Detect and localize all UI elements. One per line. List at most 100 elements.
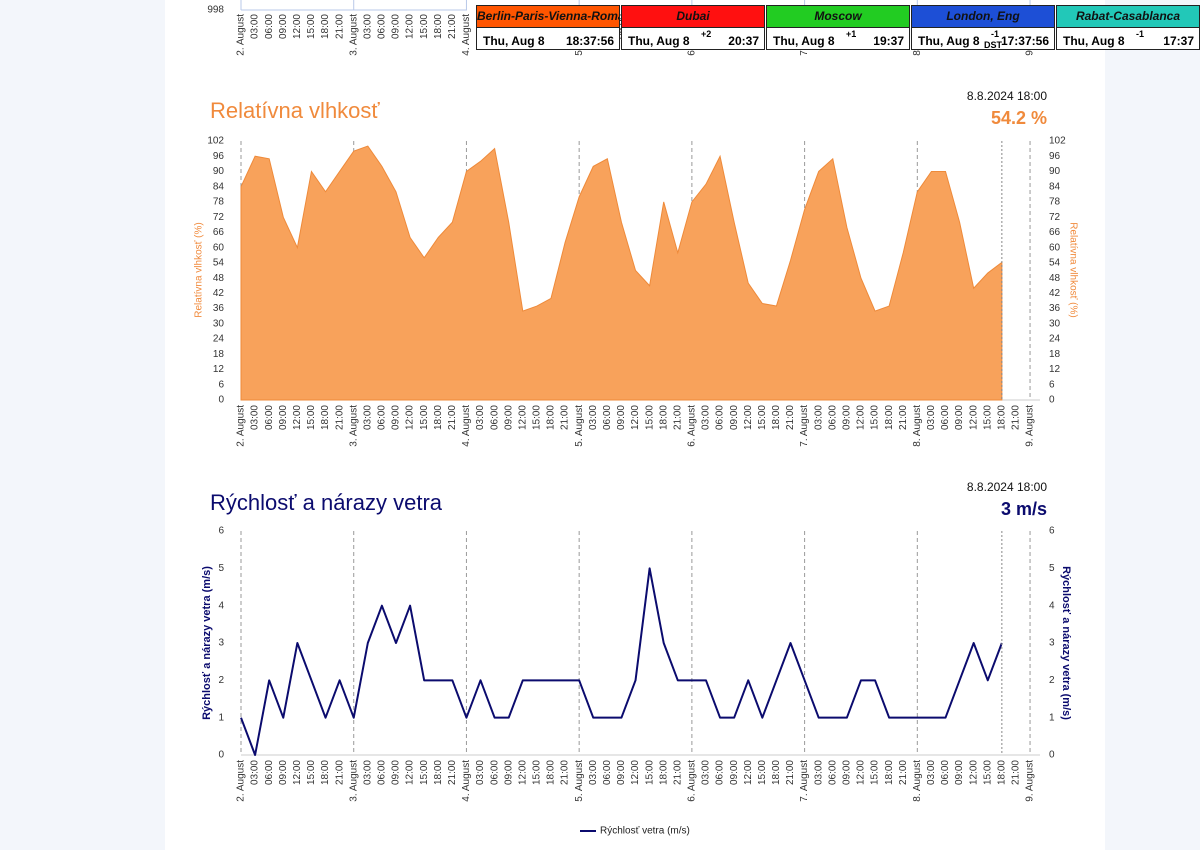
x-tick-label: 09:00 xyxy=(503,405,514,430)
clock-time: 18:37:56 xyxy=(565,34,614,48)
clock-date: Thu, Aug 8 xyxy=(628,34,690,48)
clock-time: 20:37 xyxy=(728,34,759,48)
x-tick-label: 2. August xyxy=(236,760,247,802)
clock-offset: -1 xyxy=(991,29,1000,39)
y-axis-title: Rýchlosť a nárazy vetra (m/s) xyxy=(201,566,213,720)
x-tick-label: 06:00 xyxy=(602,405,613,430)
y-tick-label: 12 xyxy=(213,364,225,375)
x-tick-label: 9. August xyxy=(1025,405,1036,447)
x-tick-label: 03:00 xyxy=(701,760,712,785)
x-tick-label: 12:00 xyxy=(405,14,416,39)
x-tick-label: 15:00 xyxy=(306,14,317,39)
x-tick-label: 18:00 xyxy=(884,760,895,785)
x-tick-label: 09:00 xyxy=(954,405,965,430)
clock-city: Dubai xyxy=(622,6,764,28)
x-tick-label: 06:00 xyxy=(827,405,838,430)
y-tick-label: 96 xyxy=(213,151,225,162)
x-tick-label: 21:00 xyxy=(447,760,458,785)
y-tick-label-right: 84 xyxy=(1049,181,1061,192)
x-tick-label: 15:00 xyxy=(982,760,993,785)
y-tick-label: 0 xyxy=(218,750,224,761)
y-tick-label: 90 xyxy=(213,166,225,177)
x-tick-label: 18:00 xyxy=(546,405,557,430)
y-tick-label: 48 xyxy=(213,273,225,284)
y-tick-label-right: 6 xyxy=(1049,526,1055,537)
clock-time: 17:37 xyxy=(1163,34,1194,48)
x-tick-label: 12:00 xyxy=(292,405,303,430)
clock-date: Thu, Aug 8 xyxy=(483,34,545,48)
x-tick-label: 15:00 xyxy=(532,405,543,430)
x-tick-label: 03:00 xyxy=(926,760,937,785)
x-tick-label: 03:00 xyxy=(362,405,373,430)
x-tick-label: 3. August xyxy=(348,760,359,802)
y-tick-label-right: 72 xyxy=(1049,212,1061,223)
x-tick-label: 21:00 xyxy=(334,14,345,39)
x-tick-label: 03:00 xyxy=(250,760,261,785)
y-tick-label: 72 xyxy=(213,212,225,223)
x-tick-label: 21:00 xyxy=(785,760,796,785)
x-tick-label: 2. August xyxy=(236,405,247,447)
y-tick-label: 24 xyxy=(213,334,225,345)
x-tick-label: 06:00 xyxy=(489,760,500,785)
clock-time: 19:37 xyxy=(873,34,904,48)
y-tick-label-right: 36 xyxy=(1049,303,1061,314)
clock-city: Rabat-Casablanca xyxy=(1057,6,1199,28)
legend-label: Rýchlosť vetra (m/s) xyxy=(600,826,690,837)
y-tick-label-right: 6 xyxy=(1049,379,1055,390)
clock-offset: +2 xyxy=(701,29,712,39)
x-tick-label: 7. August xyxy=(799,760,810,802)
x-tick-label: 15:00 xyxy=(306,405,317,430)
x-tick-label: 06:00 xyxy=(264,14,275,39)
x-tick-label: 03:00 xyxy=(588,405,599,430)
x-tick-label: 06:00 xyxy=(489,405,500,430)
y-axis-title: Relatívna vlhkosť (%) xyxy=(194,222,205,317)
x-tick-label: 18:00 xyxy=(997,760,1008,785)
y-tick-label: 6 xyxy=(218,379,224,390)
x-tick-label: 15:00 xyxy=(532,760,543,785)
x-tick-label: 12:00 xyxy=(630,405,641,430)
y-axis-title-right: Relatívna vlhkosť (%) xyxy=(1067,222,1078,317)
y-tick-label: 66 xyxy=(213,227,225,238)
y-tick-label: 30 xyxy=(213,318,225,329)
x-tick-label: 06:00 xyxy=(377,760,388,785)
y-tick-label: 1 xyxy=(218,712,224,723)
x-tick-label: 09:00 xyxy=(616,405,627,430)
x-tick-label: 18:00 xyxy=(658,405,669,430)
x-tick-label: 2. August xyxy=(236,14,247,56)
x-tick-label: 21:00 xyxy=(560,760,571,785)
x-tick-label: 06:00 xyxy=(827,760,838,785)
x-tick-label: 7. August xyxy=(799,405,810,447)
y-tick-label-right: 102 xyxy=(1049,136,1066,147)
clock-city: Berlin-Paris-Vienna-Roma xyxy=(477,6,619,28)
y-tick-label-right: 30 xyxy=(1049,318,1061,329)
x-tick-label: 06:00 xyxy=(715,760,726,785)
x-tick-label: 5. August xyxy=(574,405,585,447)
clock: London, Eng Thu, Aug 8 -1 DST 17:37:56 xyxy=(911,5,1055,50)
clock-date: Thu, Aug 8 xyxy=(1063,34,1125,48)
x-tick-label: 12:00 xyxy=(743,405,754,430)
y-tick-label-right: 24 xyxy=(1049,334,1061,345)
x-tick-label: 12:00 xyxy=(968,405,979,430)
x-tick-label: 12:00 xyxy=(517,760,528,785)
y-tick-label-right: 48 xyxy=(1049,273,1061,284)
x-tick-label: 06:00 xyxy=(715,405,726,430)
x-tick-label: 12:00 xyxy=(517,405,528,430)
current-value: 3 m/s xyxy=(1001,499,1047,519)
y-tick-label: 6 xyxy=(218,526,224,537)
x-tick-label: 09:00 xyxy=(278,760,289,785)
y-tick-label-right: 1 xyxy=(1049,712,1055,723)
x-tick-label: 4. August xyxy=(461,760,472,802)
y-tick-label: 5 xyxy=(218,563,224,574)
y-tick-label: 18 xyxy=(213,349,225,360)
x-tick-label: 21:00 xyxy=(334,405,345,430)
y-tick-label: 78 xyxy=(213,197,225,208)
x-tick-label: 12:00 xyxy=(968,760,979,785)
x-tick-label: 21:00 xyxy=(1011,760,1022,785)
y-tick-label-right: 2 xyxy=(1049,675,1055,686)
x-tick-label: 03:00 xyxy=(926,405,937,430)
clock-city: London, Eng xyxy=(912,6,1054,28)
y-tick-label: 3 xyxy=(218,638,224,649)
y-tick-label-right: 3 xyxy=(1049,638,1055,649)
x-tick-label: 8. August xyxy=(912,760,923,802)
